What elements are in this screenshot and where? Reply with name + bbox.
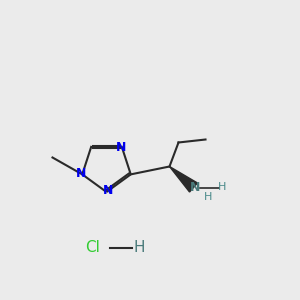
Text: H: H (134, 240, 145, 255)
Text: H: H (218, 182, 226, 193)
Polygon shape (169, 167, 197, 192)
Text: N: N (76, 167, 86, 180)
Text: N: N (190, 181, 200, 194)
Text: N: N (103, 184, 113, 197)
Text: N: N (116, 141, 126, 154)
Text: Cl: Cl (85, 240, 100, 255)
Text: H: H (204, 191, 213, 202)
